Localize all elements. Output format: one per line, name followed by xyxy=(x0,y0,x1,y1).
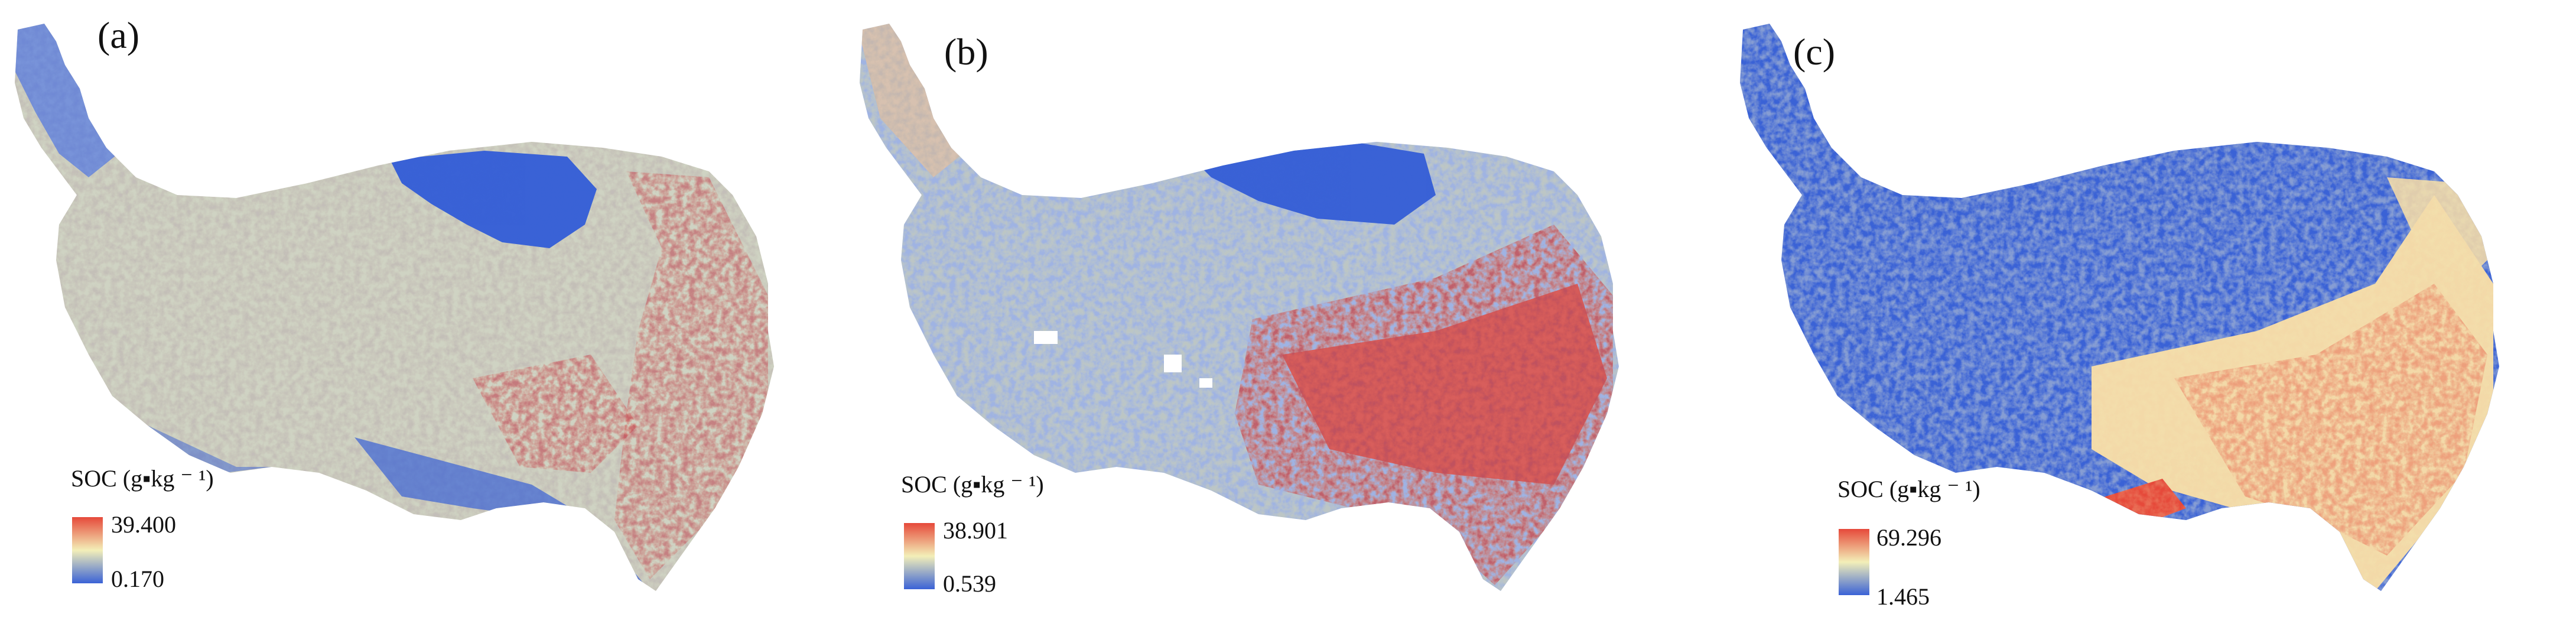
legend-colorbar-a xyxy=(72,517,103,583)
soc-map-c xyxy=(1740,24,2499,591)
legend-max-b: 38.901 xyxy=(943,517,1008,544)
legend-min-b: 0.539 xyxy=(943,570,996,597)
legend-max-a: 39.400 xyxy=(111,511,176,538)
soc-map-a xyxy=(15,24,774,591)
map-panel-c: (c) SOC (g▪kg ⁻ ¹) 69.296 1.465 xyxy=(1725,0,2564,630)
legend-max-c: 69.296 xyxy=(1876,524,1941,551)
legend-title-c: SOC (g▪kg ⁻ ¹) xyxy=(1837,476,1980,502)
legend-min-c: 1.465 xyxy=(1876,583,1930,610)
panel-label-c: (c) xyxy=(1793,31,1836,73)
map-panel-a: (a) SOC (g▪kg ⁻ ¹) 39.400 0.170 xyxy=(0,0,839,630)
panel-label-a: (a) xyxy=(97,14,140,56)
legend-colorbar-c xyxy=(1839,529,1869,595)
legend-title-a: SOC (g▪kg ⁻ ¹) xyxy=(71,465,214,492)
legend-min-a: 0.170 xyxy=(111,566,164,592)
map-panel-b: (b) SOC (g▪kg ⁻ ¹) 38.901 0.539 xyxy=(845,0,1684,630)
legend-colorbar-b xyxy=(904,523,935,589)
legend-title-b: SOC (g▪kg ⁻ ¹) xyxy=(901,471,1044,498)
panel-label-b: (b) xyxy=(944,31,988,73)
soc-map-b xyxy=(860,24,1619,591)
